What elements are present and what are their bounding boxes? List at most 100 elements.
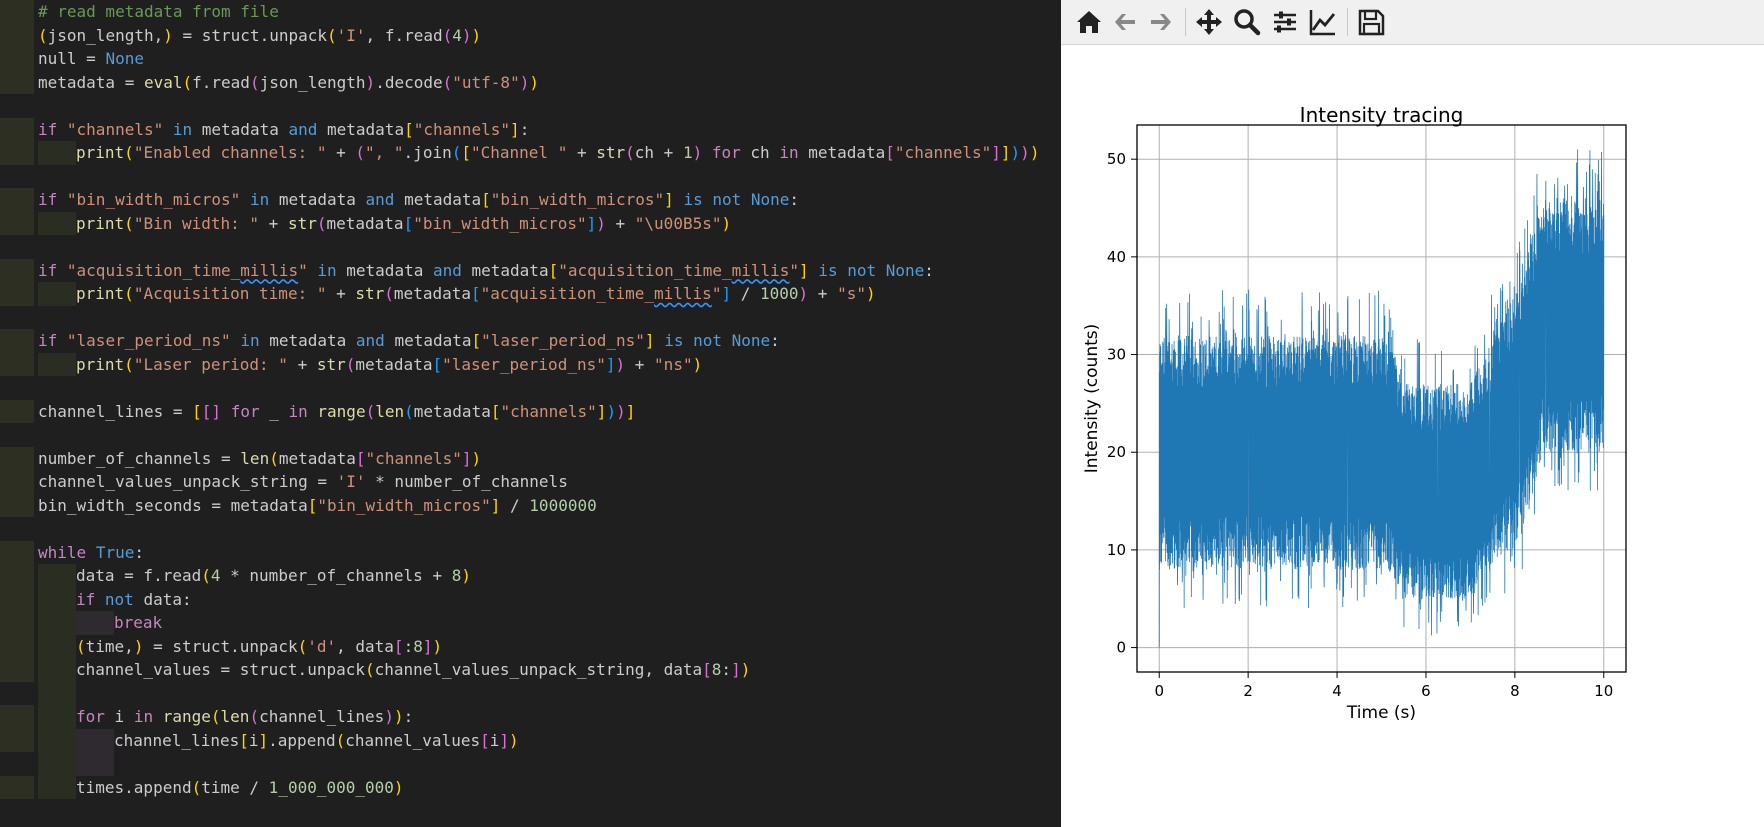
code-line[interactable] (0, 235, 1061, 259)
code-line[interactable]: if not data: (0, 587, 1061, 611)
code-line[interactable]: channel_values_unpack_string = 'I' * num… (0, 470, 1061, 494)
x-tick-label: 10 (1594, 682, 1613, 700)
indent-guide (0, 658, 34, 682)
code-line[interactable]: (json_length,) = struct.unpack('I', f.re… (0, 23, 1061, 47)
code-line[interactable]: if "acquisition_time_millis" in metadata… (0, 258, 1061, 282)
y-tick-label: 20 (1107, 443, 1126, 461)
code-editor[interactable]: # read metadata from file (json_length,) … (0, 0, 1061, 827)
y-tick-label: 0 (1116, 639, 1126, 657)
code-text: bin_width_seconds = metadata["bin_width_… (38, 495, 597, 515)
configure-subplots-icon (1274, 11, 1296, 33)
x-tick-label: 0 (1154, 682, 1164, 700)
toolbar-separator (1185, 8, 1186, 36)
forward-arrow-icon (1151, 14, 1171, 30)
code-line[interactable]: print("Laser period: " + str(metadata["l… (0, 352, 1061, 376)
zoom-button[interactable] (1231, 6, 1263, 38)
plot-frame (1136, 124, 1627, 673)
save-button[interactable] (1355, 6, 1387, 38)
indent-guide (0, 211, 34, 235)
indent-guide (0, 493, 34, 517)
pan-button[interactable] (1193, 6, 1225, 38)
configure-subplots-button[interactable] (1269, 6, 1301, 38)
indent-guide (0, 705, 34, 729)
indent-guide (76, 728, 114, 752)
code-line[interactable]: number_of_channels = len(metadata["chann… (0, 446, 1061, 470)
code-line[interactable]: # read metadata from file (0, 0, 1061, 24)
indent-guide (38, 587, 76, 611)
code-line[interactable] (0, 94, 1061, 118)
code-line[interactable] (0, 423, 1061, 447)
code-line[interactable]: break (0, 611, 1061, 635)
code-text: if "channels" in metadata and metadata["… (38, 119, 530, 139)
code-line[interactable]: while True: (0, 540, 1061, 564)
home-button[interactable] (1073, 6, 1105, 38)
code-text: if "laser_period_ns" in metadata and met… (38, 331, 780, 350)
indent-guide (38, 775, 76, 799)
code-line[interactable]: print("Bin width: " + str(metadata["bin_… (0, 211, 1061, 235)
code-text: channel_lines[i].append(channel_values[i… (114, 730, 519, 750)
back-button[interactable] (1109, 6, 1141, 38)
code-line[interactable]: null = None (0, 47, 1061, 71)
indent-guide (38, 141, 76, 165)
indent-guide (38, 352, 76, 376)
code-line[interactable]: for i in range(len(channel_lines)): (0, 705, 1061, 729)
code-line[interactable]: print("Acquisition time: " + str(metadat… (0, 282, 1061, 306)
indent-guide (38, 634, 76, 658)
indent-guide (0, 47, 34, 71)
code-line[interactable]: channel_lines[i].append(channel_values[i… (0, 728, 1061, 752)
indent-guide (0, 70, 34, 94)
code-line[interactable] (0, 681, 1061, 705)
code-text: channel_values = struct.unpack(channel_v… (76, 660, 751, 679)
code-text: metadata = eval(f.read(json_length).deco… (38, 72, 539, 92)
indent-guide (0, 564, 34, 588)
axis-ticks: 0 2 4 6 8 10 0 10 20 30 40 50 (1107, 150, 1613, 700)
x-tick-label: 2 (1243, 682, 1253, 700)
code-text: print("Acquisition time: " + str(metadat… (76, 284, 876, 303)
code-text: # read metadata from file (38, 2, 279, 21)
code-line[interactable] (0, 376, 1061, 400)
indent-guide (76, 752, 114, 776)
indent-guide (38, 752, 76, 776)
code-line[interactable] (0, 165, 1061, 189)
indent-guide (0, 775, 34, 799)
code-line[interactable]: metadata = eval(f.read(json_length).deco… (0, 70, 1061, 94)
y-tick-label: 10 (1107, 541, 1126, 559)
code-text: (json_length,) = struct.unpack('I', f.re… (38, 25, 482, 45)
plot-window: Intensity tracing 0 2 4 6 8 10 0 10 20 30 40 50 Tim… (1061, 0, 1764, 827)
code-line[interactable]: data = f.read(4 * number_of_channels + 8… (0, 564, 1061, 588)
indent-guide (38, 658, 76, 682)
code-line[interactable]: (time,) = struct.unpack('d', data[:8]) (0, 634, 1061, 658)
code-line[interactable]: channel_values = struct.unpack(channel_v… (0, 658, 1061, 682)
code-text: if "acquisition_time_millis" in metadata… (38, 260, 934, 280)
indent-guide (0, 0, 34, 24)
code-text: for i in range(len(channel_lines)): (76, 707, 414, 726)
edit-axis-button[interactable] (1307, 6, 1339, 38)
indent-guide (38, 705, 76, 729)
forward-button[interactable] (1145, 6, 1177, 38)
code-line[interactable]: if "laser_period_ns" in metadata and met… (0, 329, 1061, 353)
indent-guide (38, 611, 76, 635)
code-line[interactable]: if "bin_width_micros" in metadata and me… (0, 188, 1061, 212)
code-line[interactable]: times.append(time / 1_000_000_000) (0, 775, 1061, 799)
intensity-chart: Intensity tracing 0 2 4 6 8 10 0 10 20 30 40 50 Tim… (1082, 103, 1627, 723)
x-axis-label: Time (s) (1346, 703, 1416, 723)
indent-guide (0, 728, 34, 752)
chart-title: Intensity tracing (1300, 103, 1464, 127)
code-line[interactable] (0, 752, 1061, 776)
code-line[interactable]: channel_lines = [[] for _ in range(len(m… (0, 399, 1061, 423)
code-text: channel_lines = [[] for _ in range(len(m… (38, 401, 636, 421)
code-line[interactable]: if "channels" in metadata and metadata["… (0, 117, 1061, 141)
code-text: print("Enabled channels: " + (", ".join(… (76, 143, 1040, 162)
code-line[interactable]: bin_width_seconds = metadata["bin_width_… (0, 493, 1061, 517)
indent-guide (0, 282, 34, 306)
save-icon (1358, 9, 1385, 36)
code-text: break (114, 613, 163, 632)
code-text: data = f.read(4 * number_of_channels + 8… (76, 566, 471, 585)
edit-axis-icon (1309, 10, 1336, 36)
code-text: number_of_channels = len(metadata["chann… (38, 448, 482, 468)
y-tick-label: 30 (1107, 346, 1126, 364)
code-line[interactable]: print("Enabled channels: " + (", ".join(… (0, 141, 1061, 165)
indent-guide (0, 587, 34, 611)
code-line[interactable] (0, 306, 1061, 330)
code-line[interactable] (0, 517, 1061, 541)
